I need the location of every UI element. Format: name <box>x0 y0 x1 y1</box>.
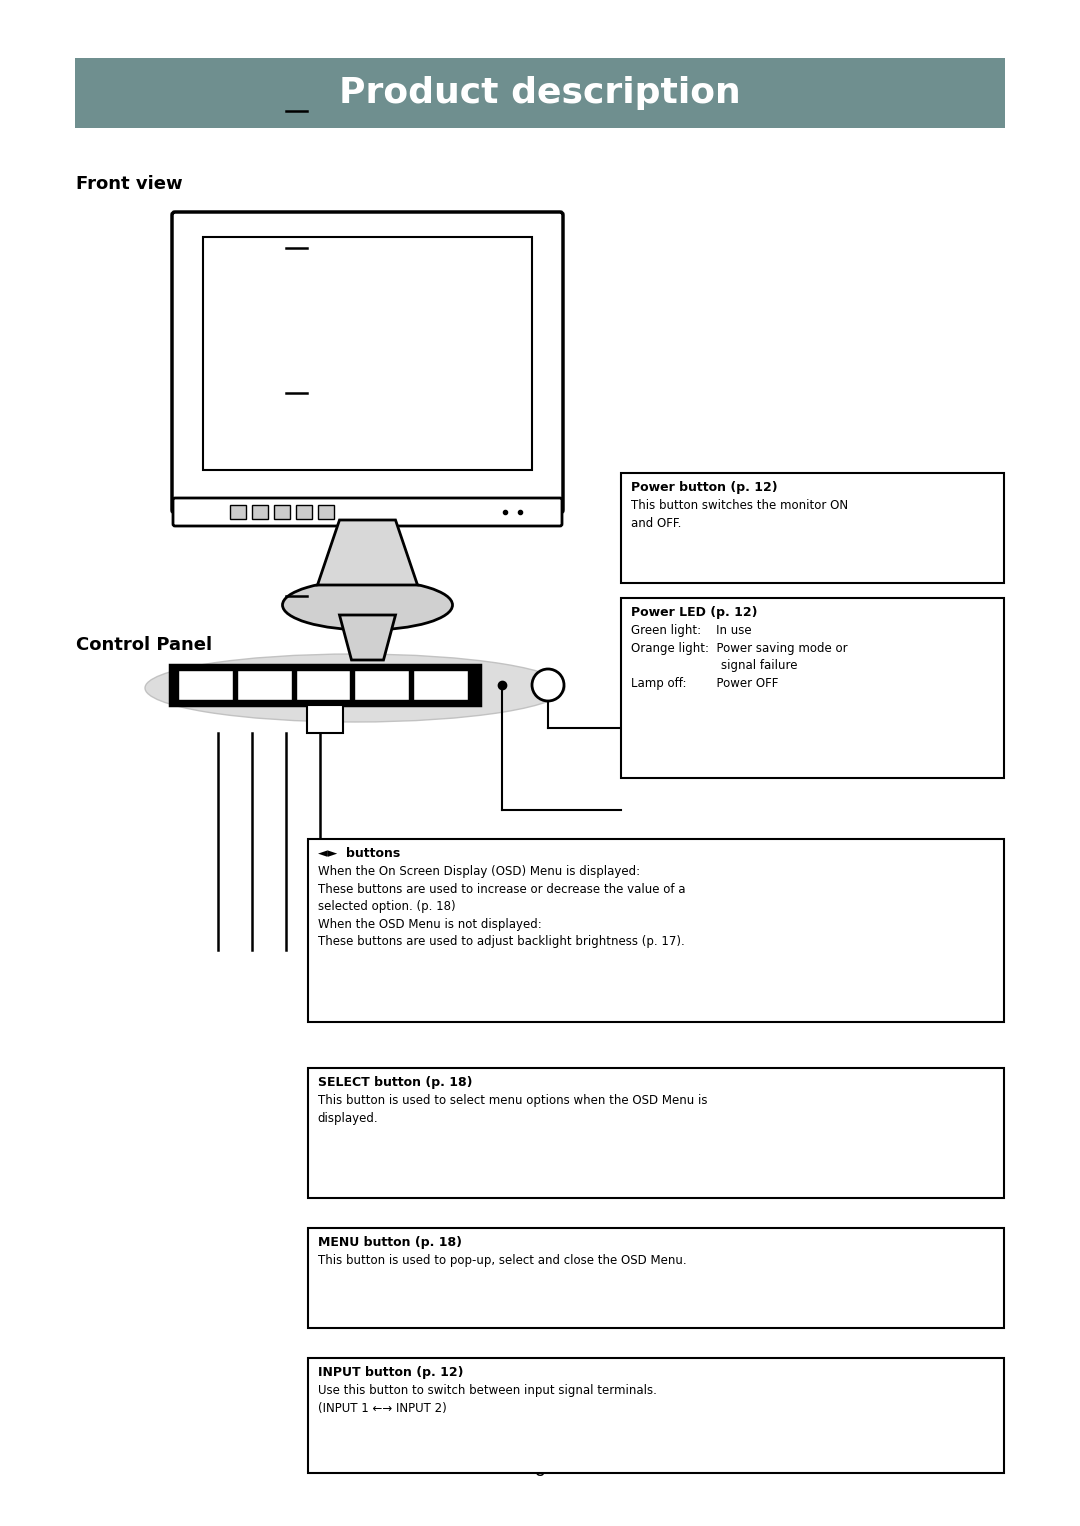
Text: Use this button to switch between input signal terminals.
(INPUT 1 ←→ INPUT 2): Use this button to switch between input … <box>318 1384 657 1415</box>
Bar <box>296 505 312 519</box>
Bar <box>308 1358 1004 1473</box>
Bar <box>318 505 334 519</box>
Bar <box>307 705 343 732</box>
Bar <box>354 670 409 700</box>
Bar <box>252 505 268 519</box>
Text: ◄►  buttons: ◄► buttons <box>318 847 400 861</box>
Text: Power button (p. 12): Power button (p. 12) <box>631 481 778 494</box>
Ellipse shape <box>283 580 453 630</box>
Bar <box>274 505 291 519</box>
Ellipse shape <box>145 655 565 722</box>
Bar <box>75 58 1005 128</box>
Bar <box>178 670 233 700</box>
Text: This button is used to pop-up, select and close the OSD Menu.: This button is used to pop-up, select an… <box>318 1254 687 1268</box>
Bar <box>621 598 1004 778</box>
FancyBboxPatch shape <box>172 212 563 513</box>
Bar <box>230 505 246 519</box>
Circle shape <box>532 668 564 700</box>
Text: When the On Screen Display (OSD) Menu is displayed:
These buttons are used to in: When the On Screen Display (OSD) Menu is… <box>318 865 686 948</box>
Text: This button switches the monitor ON
and OFF.: This button switches the monitor ON and … <box>631 499 848 530</box>
FancyBboxPatch shape <box>173 497 562 526</box>
Bar <box>308 1228 1004 1328</box>
Bar <box>308 1068 1004 1198</box>
Text: Green light:    In use
Orange light:  Power saving mode or
                     : Green light: In use Orange light: Power … <box>631 624 848 690</box>
Text: Control Panel: Control Panel <box>76 636 212 655</box>
Text: INPUT button (p. 12): INPUT button (p. 12) <box>318 1366 463 1380</box>
Text: SELECT button (p. 18): SELECT button (p. 18) <box>318 1076 472 1090</box>
Bar <box>308 839 1004 1022</box>
Text: This button is used to select menu options when the OSD Menu is
displayed.: This button is used to select menu optio… <box>318 1094 707 1125</box>
Bar <box>296 670 350 700</box>
FancyBboxPatch shape <box>170 665 480 705</box>
Text: Power LED (p. 12): Power LED (p. 12) <box>631 606 757 620</box>
Bar <box>414 670 468 700</box>
Bar <box>621 473 1004 583</box>
Polygon shape <box>339 615 395 661</box>
Bar <box>237 670 292 700</box>
Polygon shape <box>318 520 418 584</box>
Text: 8: 8 <box>535 1462 545 1480</box>
Text: MENU button (p. 18): MENU button (p. 18) <box>318 1236 462 1250</box>
Bar <box>203 237 532 470</box>
Text: Product description: Product description <box>339 76 741 110</box>
Text: Front view: Front view <box>76 175 183 192</box>
